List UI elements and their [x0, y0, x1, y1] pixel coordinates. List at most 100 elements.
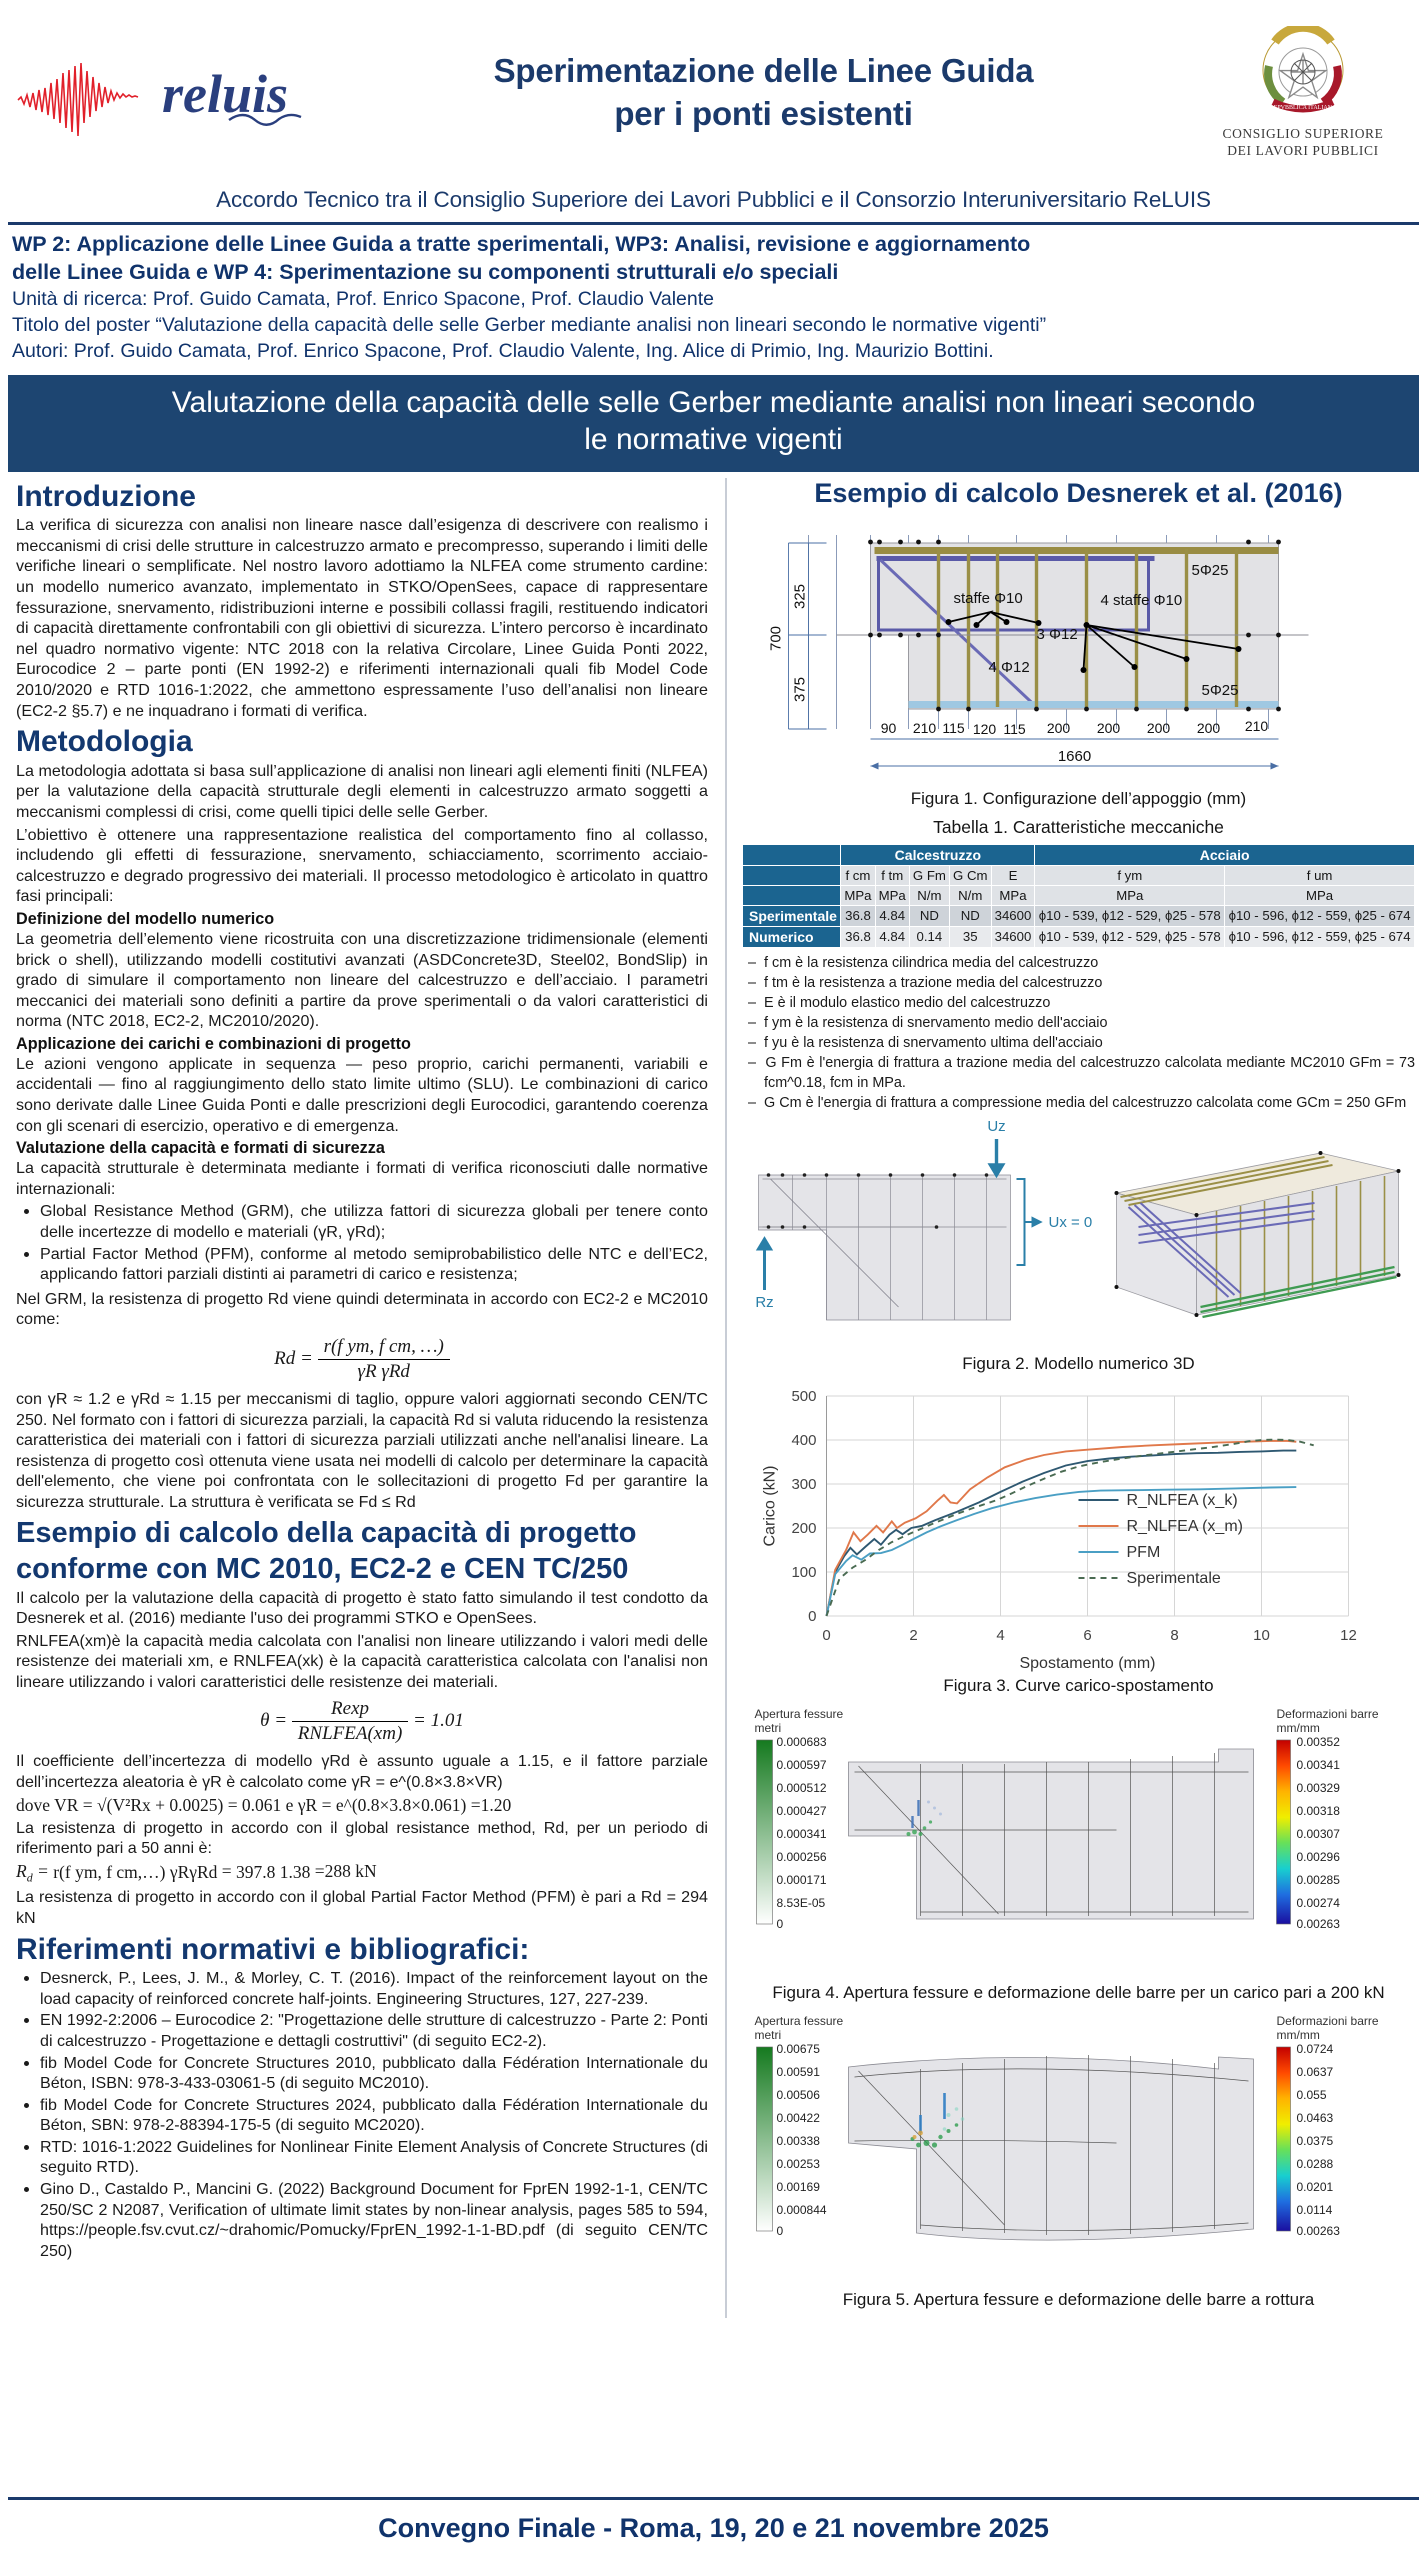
sym-4: E — [990, 864, 1036, 886]
dim-6: 200 — [1097, 720, 1121, 736]
fig4-right-val-1: 0.00341 — [1297, 1758, 1341, 1772]
table-row: Numerico 36.8 4.84 0.14 35 34600 ϕ10 - 5… — [741, 925, 1415, 948]
page-title: Sperimentazione delle Linee Guida per i … — [334, 50, 1193, 134]
sym-6: f um — [1224, 864, 1415, 886]
chart-series-PFM — [825, 1486, 1297, 1617]
cell: 34600 — [990, 904, 1036, 927]
dim-700: 700 — [768, 626, 785, 651]
fig5-right-val-2: 0.055 — [1297, 2088, 1327, 2102]
svg-text:reluis: reluis — [162, 64, 288, 124]
list-item: RTD: 1016-1:2022 Guidelines for Nonlinea… — [40, 2137, 708, 2178]
sym-3: G Cm — [948, 864, 992, 886]
y-tick-label: 100 — [791, 1564, 816, 1581]
cell: 36.8 — [840, 904, 876, 927]
wp-line-2: delle Linee Guida e WP 4: Sperimentazion… — [12, 259, 839, 284]
fig4-right-title-2: mm/mm — [1277, 1721, 1320, 1735]
dim-5: 200 — [1047, 720, 1071, 736]
fig4-left-val-7: 8.53E-05 — [777, 1896, 826, 1910]
fig5-left-val-0: 0.00675 — [777, 2042, 821, 2056]
legend-label: Sperimentale — [1127, 1570, 1221, 1587]
figure-4-caption: Figura 4. Apertura fessure e deformazion… — [772, 1982, 1385, 2002]
figure-1-caption: Figura 1. Configurazione dell’appoggio (… — [910, 788, 1247, 808]
figure-5-contour: Apertura fessure metri 0.00675 0.00591 0… — [742, 2011, 1415, 2286]
table-notes: – f cm è la resistenza cilindrica media … — [742, 954, 1415, 1113]
note-item: – f ym è la resistenza di snervamento me… — [748, 1015, 1108, 1032]
legend-label: PFM — [1127, 1544, 1161, 1561]
heading-esempio-l2: conforme con MC 2010, EC2-2 e CEN TC/250 — [16, 1553, 629, 1586]
figure-3-caption: Figura 3. Curve carico-spostamento — [943, 1675, 1214, 1695]
group-header-calcestruzzo: Calcestruzzo — [840, 843, 1036, 866]
fig5-left-title-2: metri — [755, 2028, 782, 2042]
figure-2-models: Uz Ux = 0 Rz — [742, 1115, 1415, 1350]
list-item: EN 1992-2:2006 – Eurocodice 2: "Progetta… — [40, 2010, 708, 2051]
fig4-left-val-2: 0.000512 — [777, 1781, 827, 1795]
label-4-staffe-fi10: 4 staffe Φ10 — [1101, 592, 1183, 609]
heading-esempio-l1: Esempio di calcolo della capacità di pro… — [16, 1516, 637, 1549]
fig5-left-val-6: 0.00169 — [777, 2180, 821, 2194]
fig4-left-val-5: 0.000256 — [777, 1850, 827, 1864]
eq1-numerator: r(f ym, f cm, …) — [317, 1336, 450, 1361]
list-item: fib Model Code for Concrete Structures 2… — [40, 2095, 708, 2136]
support-configuration-svg: 700 325 375 staffe Φ10 4 staffe Φ10 3 Φ1… — [768, 534, 1309, 740]
cell: 0.14 — [908, 925, 950, 948]
esempio-p1: Il calcolo per la valutazione della capa… — [16, 1588, 708, 1628]
left-column: Introduzione La verifica di sicurezza co… — [8, 472, 720, 2318]
unit-5: MPa — [1034, 884, 1226, 906]
eq1-lhs: Rd = — [274, 1347, 313, 1369]
list-item-with-link[interactable]: Gino D., Castaldo P., Mancini G. (2022) … — [40, 2179, 708, 2261]
fig5-right-val-4: 0.0375 — [1297, 2134, 1334, 2148]
label-5-fi25-bot: 5Φ25 — [1202, 682, 1239, 699]
table-units-row: MPa MPa N/m N/m MPa MPa MPa — [741, 884, 1415, 906]
x-tick-label: 8 — [1170, 1627, 1178, 1644]
note-item: – G Cm è l'energia di frattura a compres… — [748, 1094, 1407, 1111]
figure-1-drawing: 700 325 375 staffe Φ10 4 staffe Φ10 3 Φ1… — [742, 517, 1415, 785]
eq2-denominator: RNLFEA(xm) — [297, 1723, 403, 1745]
x-tick-label: 6 — [1083, 1627, 1091, 1644]
eq2-lhs: θ = — [260, 1710, 288, 1732]
table-row: Sperimentale 36.8 4.84 ND ND 34600 ϕ10 -… — [741, 904, 1415, 927]
label-5-fi25-top: 5Φ25 — [1192, 562, 1229, 579]
legend-label: R_NLFEA (x_m) — [1127, 1518, 1243, 1535]
heading-esempio-desnerek: Esempio di calcolo Desnerek et al. (2016… — [814, 477, 1343, 508]
right-column: Esempio di calcolo Desnerek et al. (2016… — [732, 472, 1419, 2318]
label-3-fi12: 3 Φ12 — [1037, 626, 1078, 643]
grm-intro: Nel GRM, la resistenza di progetto Rd vi… — [16, 1289, 708, 1329]
chart-series-R_NLFEA (x_m) — [825, 1439, 1297, 1617]
unit-2: N/m — [908, 884, 950, 906]
unit-6: MPa — [1224, 884, 1415, 906]
label-staffe-fi10: staffe Φ10 — [954, 590, 1023, 607]
fig4-left-val-8: 0 — [777, 1917, 784, 1931]
fig4-right-val-0: 0.00352 — [1297, 1735, 1341, 1749]
banner-line-2: le normative vigenti — [584, 423, 843, 457]
metodologia-p1: La metodologia adottata si basa sull’app… — [16, 761, 708, 821]
wp-block: WP 2: Applicazione delle Linee Guida a t… — [0, 225, 1427, 369]
fig5-right-title-1: Deformazioni barre — [1277, 2014, 1379, 2028]
x-axis-label: Spostamento (mm) — [1019, 1655, 1155, 1672]
svg-text:REPVBBLICA ITALIANA: REPVBBLICA ITALIANA — [1270, 105, 1337, 111]
list-item: Partial Factor Method (PFM), conforme al… — [40, 1244, 708, 1285]
note-item: – f cm è la resistenza cilindrica media … — [748, 954, 1099, 971]
eq4-numerator: r(f ym, f cm,…) — [53, 1862, 166, 1883]
dim-0: 90 — [881, 720, 897, 736]
cell: 4.84 — [874, 904, 910, 927]
figure-3-chart: 0 100 200 300 400 500 0 2 4 6 8 10 12 R_NLFEA (x_k) R_… — [742, 1382, 1415, 1672]
eq2-numerator: Rexp — [291, 1698, 409, 1723]
fig4-left-val-0: 0.000683 — [777, 1735, 827, 1749]
dim-2: 115 — [942, 720, 965, 736]
y-tick-label: 0 — [808, 1608, 816, 1625]
y-axis-label: Carico (kN) — [762, 1465, 779, 1546]
fig5-right-val-1: 0.0637 — [1297, 2065, 1334, 2079]
cell: 36.8 — [840, 925, 876, 948]
title-banner: Valutazione della capacità delle selle G… — [8, 374, 1419, 472]
list-item: Desnerck, P., Lees, J. M., & Morley, C. … — [40, 1968, 708, 2009]
sub3-text: La capacità strutturale è determinata me… — [16, 1159, 708, 1198]
metodologia-p2: L’obiettivo è ottenere una rappresentazi… — [16, 825, 708, 906]
label-ux: Ux = 0 — [1049, 1214, 1093, 1231]
dim-375: 375 — [792, 677, 809, 702]
figure-5-caption: Figura 5. Apertura fessure e deformazion… — [842, 2289, 1315, 2309]
sub1-text: La geometria dell’elemento viene ricostr… — [16, 929, 708, 1031]
table-1-caption: Tabella 1. Caratteristiche meccaniche — [933, 816, 1224, 837]
label-rz: Rz — [755, 1294, 773, 1311]
heading-metodologia: Metodologia — [16, 725, 193, 759]
title-line-2: per i ponti esistenti — [614, 94, 913, 132]
